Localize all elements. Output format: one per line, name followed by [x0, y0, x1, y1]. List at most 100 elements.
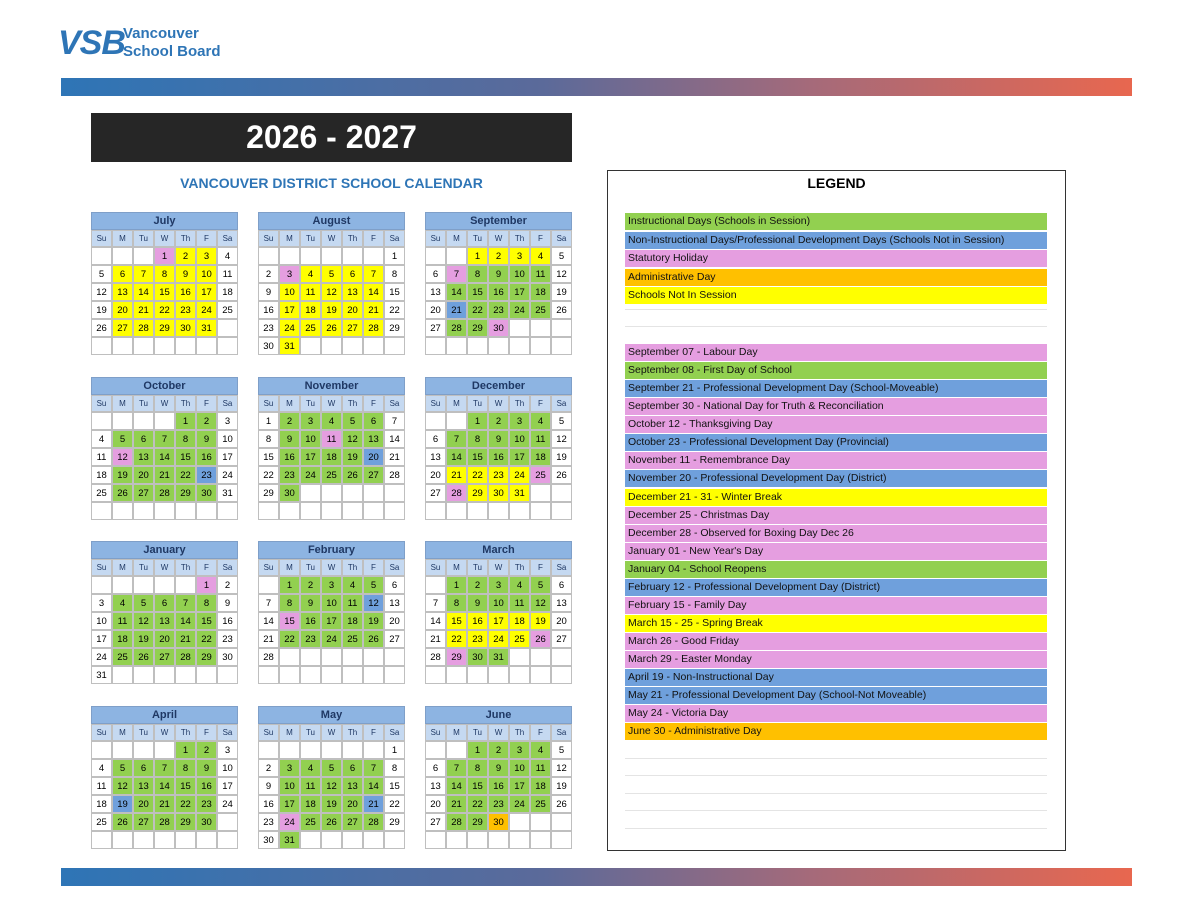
day-cell: 25: [217, 301, 238, 319]
legend-event: September 30 - National Day for Truth & …: [625, 398, 1047, 417]
day-cell: 27: [342, 812, 363, 831]
empty-cell: [425, 411, 446, 430]
day-cell: 18: [342, 612, 363, 630]
day-cell: 11: [300, 776, 321, 795]
weekday: M: [112, 230, 133, 247]
weekday: Tu: [467, 230, 488, 247]
day-cell: 17: [509, 447, 530, 466]
day-cell: 4: [300, 758, 321, 777]
empty-cell: [509, 812, 530, 831]
legend-event: May 24 - Victoria Day: [625, 705, 1047, 724]
day-cell: 9: [196, 429, 217, 448]
day-cell: 14: [446, 447, 467, 466]
day-cell: 6: [363, 411, 384, 430]
weekday: F: [196, 559, 217, 576]
day-cell: 11: [217, 265, 238, 283]
day-cell: 22: [258, 465, 279, 484]
day-cell: 12: [112, 776, 133, 795]
day-cell: 25: [300, 319, 321, 337]
empty-cell: [217, 666, 238, 684]
day-cell: 22: [196, 630, 217, 648]
day-cell: 16: [258, 794, 279, 813]
weekday: Sa: [217, 559, 238, 576]
day-cell: 10: [279, 776, 300, 795]
weekday: F: [196, 230, 217, 247]
day-cell: 20: [425, 465, 446, 484]
day-cell: 8: [196, 594, 217, 612]
legend-event: March 29 - Easter Monday: [625, 651, 1047, 670]
weekday: F: [196, 394, 217, 412]
day-cell: 29: [258, 483, 279, 502]
day-cell: 15: [384, 283, 405, 301]
day-cell: 27: [425, 483, 446, 502]
day-cell: 27: [133, 483, 154, 502]
weekday: Sa: [551, 230, 572, 247]
day-cell: 26: [133, 648, 154, 666]
day-cell: 14: [154, 776, 175, 795]
day-cell: 19: [112, 465, 133, 484]
empty-cell: [509, 319, 530, 337]
day-cell: 24: [321, 630, 342, 648]
empty-cell: [530, 501, 551, 520]
day-cell: 18: [530, 776, 551, 795]
day-cell: 11: [530, 758, 551, 777]
empty-cell: [133, 501, 154, 520]
day-cell: 12: [363, 594, 384, 612]
day-cell: 14: [175, 612, 196, 630]
empty-cell: [133, 337, 154, 355]
day-cell: 15: [279, 612, 300, 630]
day-cell: 18: [91, 794, 112, 813]
day-cell: 31: [488, 648, 509, 666]
day-cell: 19: [91, 301, 112, 319]
day-cell: 15: [175, 776, 196, 795]
day-cell: 22: [384, 794, 405, 813]
day-cell: 4: [342, 576, 363, 594]
weekday: W: [154, 230, 175, 247]
day-cell: 4: [530, 247, 551, 265]
legend-event: November 11 - Remembrance Day: [625, 452, 1047, 471]
empty-cell: [112, 337, 133, 355]
day-cell: 31: [279, 337, 300, 355]
day-cell: 18: [300, 301, 321, 319]
weekday: W: [154, 723, 175, 741]
day-cell: 26: [551, 465, 572, 484]
weekday: Tu: [133, 394, 154, 412]
day-cell: 13: [342, 776, 363, 795]
day-cell: 28: [446, 812, 467, 831]
day-cell: 25: [91, 812, 112, 831]
empty-cell: [384, 501, 405, 520]
month-header: December: [425, 376, 572, 395]
weekday: W: [488, 559, 509, 576]
day-cell: 21: [425, 630, 446, 648]
day-cell: 2: [175, 247, 196, 265]
month-header: February: [258, 541, 405, 559]
day-cell: 3: [300, 411, 321, 430]
day-cell: 5: [133, 594, 154, 612]
empty-cell: [467, 666, 488, 684]
empty-cell: [217, 501, 238, 520]
day-cell: 6: [425, 265, 446, 283]
day-cell: 4: [530, 740, 551, 759]
legend-key: Schools Not In Session: [625, 287, 1047, 305]
day-cell: 23: [196, 465, 217, 484]
weekday: Su: [425, 394, 446, 412]
day-cell: 5: [530, 576, 551, 594]
day-cell: 16: [258, 301, 279, 319]
day-cell: 29: [467, 812, 488, 831]
legend-event: December 25 - Christmas Day: [625, 506, 1047, 525]
legend-event: November 20 - Professional Development D…: [625, 470, 1047, 489]
day-cell: 3: [91, 594, 112, 612]
weekday: Th: [509, 230, 530, 247]
empty-cell: [175, 576, 196, 594]
day-cell: 18: [112, 630, 133, 648]
legend-key: Statutory Holiday: [625, 250, 1047, 268]
day-cell: 17: [321, 612, 342, 630]
empty-cell: [112, 247, 133, 265]
weekday: Th: [175, 723, 196, 741]
day-cell: 3: [321, 576, 342, 594]
weekday: Su: [258, 723, 279, 741]
empty-cell: [133, 666, 154, 684]
day-cell: 11: [300, 283, 321, 301]
day-cell: 19: [530, 612, 551, 630]
empty-cell: [384, 830, 405, 849]
